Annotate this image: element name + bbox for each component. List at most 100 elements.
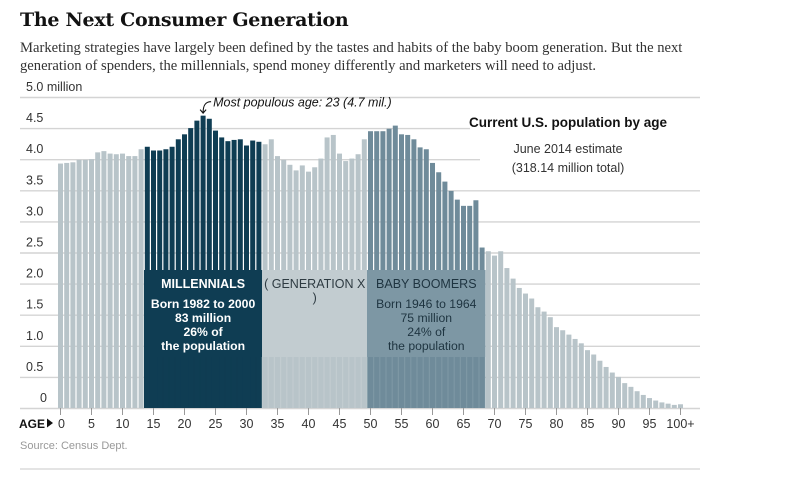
x-tick-label: 90 [612,417,626,431]
x-axis-ticks: 0 5 10 15 20 25 30 35 40 45 50 55 60 65 70 75 80 85 90 95 10… [58,408,695,431]
x-tick-label: 40 [302,417,316,431]
bar-age-8 [107,153,113,408]
bar-age-84 [578,343,584,408]
bar-age-82 [566,334,572,408]
bar-age-53 [386,128,392,409]
bar-age-73 [510,278,516,408]
bar-age-75 [523,293,528,408]
bar-age-1 [64,162,70,408]
bar-age-87 [597,360,603,408]
y-tick-label: 3.5 [26,173,43,187]
millennials-pct: 26% of [183,325,223,339]
bar-age-24 [206,118,212,409]
legend-title: Current U.S. population by age [469,115,668,130]
bar-age-89 [609,372,615,408]
bar-age-79 [547,317,553,408]
boomers-born: Born 1946 to 1964 [376,297,477,311]
x-tick-label: 80 [550,417,564,431]
y-tick-label: 2.0 [26,267,43,281]
bar-age-98 [665,403,671,408]
x-tick-label: 10 [116,417,130,431]
millennials-pop: the population [161,339,246,353]
bar-age-74 [516,287,522,408]
bar-age-92 [628,386,634,408]
x-tick-label: 50 [364,417,378,431]
bar-age-22 [194,120,200,409]
bar-age-10 [120,153,125,408]
x-tick-label: 65 [457,417,471,431]
bar-age-70 [492,255,497,408]
bar-age-100 [678,404,683,408]
bar-age-52 [380,131,386,408]
y-tick-label: 0 [40,391,47,405]
bar-age-0 [58,163,63,408]
bar-age-80 [554,327,559,408]
boomers-pct: 24% of [407,325,446,339]
bar-age-7 [101,151,107,408]
x-tick-label: 60 [426,417,440,431]
bar-age-54 [392,125,398,408]
y-tick-label: 0.5 [26,360,43,374]
bar-age-2 [70,162,76,408]
bar-age-6 [95,152,101,408]
x-tick-label: 45 [333,417,347,431]
bar-age-95 [647,398,652,408]
bars [58,115,683,409]
age-arrow-icon [47,418,53,428]
bar-age-50 [368,131,373,408]
bar-age-69 [485,251,491,408]
y-axis-ticks: 0 0.5 1.0 1.5 2.0 2.5 3.0 3.5 4.0 4.5 5.0 million [26,80,82,405]
bar-age-11 [126,156,132,408]
bar-age-93 [634,391,640,408]
legend-subtitle-2: (318.14 million total) [512,161,625,175]
bar-age-78 [541,311,547,408]
x-tick-label: 75 [519,417,533,431]
y-tick-label: 5.0 million [26,80,82,94]
peak-annotation: Most populous age: 23 (4.7 mil.) [199,96,392,115]
y-tick-label: 1.0 [26,329,43,343]
boomers-count: 75 million [400,311,453,325]
bar-age-4 [82,159,88,408]
x-tick-label: 0 [58,417,65,431]
bar-age-88 [603,366,609,408]
millennials-label-box: MILLENNIALS Born 1982 to 2000 83 million… [144,270,263,357]
bar-age-12 [132,156,138,408]
boomers-heading: BABY BOOMERS [376,277,477,291]
y-tick-label: 4.5 [26,111,43,125]
x-tick-label: 35 [271,417,285,431]
bar-age-25 [213,130,218,408]
x-tick-label: 70 [488,417,502,431]
bar-age-71 [498,251,504,408]
annotation-text: Most populous age: 23 (4.7 mil.) [213,96,392,110]
bar-age-97 [659,402,665,408]
bar-age-51 [374,131,380,408]
bar-age-99 [671,404,677,408]
bar-age-13 [138,149,144,409]
bar-age-23 [200,115,206,408]
bar-age-72 [504,268,510,408]
millennials-count: 83 million [174,311,232,325]
y-tick-label: 1.5 [26,298,43,312]
bar-age-90 [616,376,621,408]
boomers-label-box: BABY BOOMERS Born 1946 to 1964 75 millio… [367,270,486,357]
chart-legend-block: Current U.S. population by age June 2014… [469,115,668,175]
bar-age-85 [585,350,590,408]
y-tick-label: 2.5 [26,236,43,250]
annotation-arrow-icon [199,101,212,115]
bar-age-5 [89,159,94,408]
millennials-born: Born 1982 to 2000 [150,297,256,311]
genx-heading: ( GENERATION X ) [264,277,366,305]
x-tick-label: 55 [395,417,409,431]
x-tick-label: 30 [240,417,254,431]
x-tick-label: 20 [178,417,192,431]
chart-subtitle: Marketing strategies have largely been d… [20,40,683,74]
bar-age-21 [188,128,194,408]
millennials-heading: MILLENNIALS [161,277,246,291]
bar-age-83 [572,338,578,408]
y-tick-label: 3.0 [26,204,43,218]
bar-age-81 [560,330,566,408]
x-tick-label: 5 [88,417,95,431]
legend-subtitle-1: June 2014 estimate [513,142,622,156]
bar-age-9 [113,154,119,408]
